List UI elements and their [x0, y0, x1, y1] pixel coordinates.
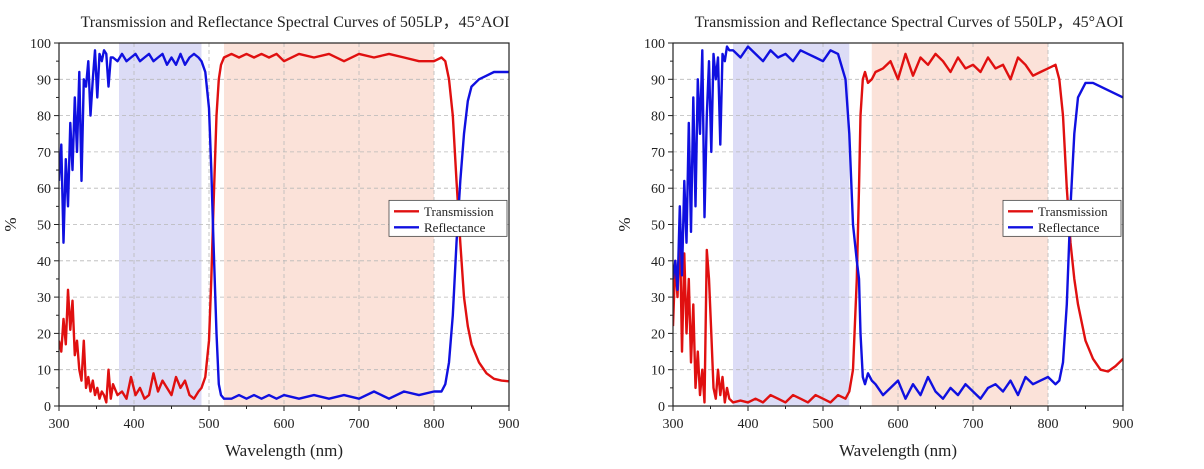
x-tick-label: 600 — [274, 417, 295, 432]
y-tick-label: 70 — [651, 146, 665, 161]
x-tick-label: 600 — [888, 417, 909, 432]
y-tick-label: 20 — [651, 327, 665, 342]
series-line-transmission — [673, 52, 1123, 404]
y-tick-label: 20 — [37, 327, 51, 342]
y-axis-label: % — [1, 217, 20, 231]
chart-plot: 300 400 500 600 700 800 900 0 10 20 30 40 50 60 70 80 90… — [615, 37, 1134, 460]
y-tick-label: 0 — [658, 400, 665, 415]
y-tick-label: 30 — [651, 291, 665, 306]
y-tick-label: 50 — [651, 219, 665, 234]
legend-label-reflectance: Reflectance — [424, 220, 486, 235]
y-tick-label: 60 — [37, 182, 51, 197]
chart-title: Transmission and Reflectance Spectral Cu… — [80, 14, 510, 31]
series-line-reflectance — [673, 45, 1123, 400]
x-tick-label: 900 — [1113, 417, 1134, 432]
y-tick-label: 50 — [37, 219, 51, 234]
y-tick-label: 100 — [644, 37, 665, 52]
legend-label-transmission: Transmission — [424, 204, 494, 219]
y-tick-label: 10 — [651, 364, 665, 379]
x-tick-label: 400 — [124, 417, 145, 432]
legend-label-reflectance: Reflectance — [1038, 220, 1100, 235]
y-tick-label: 30 — [37, 291, 51, 306]
y-tick-label: 80 — [37, 110, 51, 125]
y-tick-label: 40 — [37, 255, 51, 270]
series-line-transmission — [59, 52, 509, 404]
x-tick-label: 400 — [738, 417, 759, 432]
y-tick-label: 90 — [37, 73, 51, 88]
y-tick-label: 10 — [37, 364, 51, 379]
y-tick-label: 90 — [651, 73, 665, 88]
x-axis-label: Wavelength (nm) — [225, 441, 343, 460]
legend-box — [1002, 199, 1122, 237]
x-tick-label: 300 — [49, 417, 70, 432]
x-axis-label: Wavelength (nm) — [839, 441, 957, 460]
x-tick-label: 700 — [349, 417, 370, 432]
y-tick-label: 80 — [651, 110, 665, 125]
x-tick-label: 900 — [499, 417, 520, 432]
chart-panel-550lp: Transmission and Reflectance Spectral Cu… — [614, 0, 1204, 469]
y-tick-label: 0 — [44, 400, 51, 415]
y-tick-label: 100 — [30, 37, 51, 52]
x-tick-label: 500 — [813, 417, 834, 432]
x-tick-label: 300 — [663, 417, 684, 432]
y-axis-label: % — [615, 217, 634, 231]
x-tick-label: 800 — [1038, 417, 1059, 432]
x-tick-label: 800 — [424, 417, 445, 432]
chart-title: Transmission and Reflectance Spectral Cu… — [694, 14, 1124, 31]
x-tick-label: 500 — [199, 417, 220, 432]
chart-panel-505lp: Transmission and Reflectance Spectral Cu… — [0, 0, 590, 469]
x-tick-label: 700 — [963, 417, 984, 432]
y-tick-label: 40 — [651, 255, 665, 270]
y-tick-label: 60 — [651, 182, 665, 197]
legend-label-transmission: Transmission — [1038, 204, 1108, 219]
chart-plot: 300 400 500 600 700 800 900 0 10 20 30 40 50 60 70 80 90… — [1, 37, 520, 460]
y-tick-label: 70 — [37, 146, 51, 161]
series-line-reflectance — [59, 49, 509, 400]
legend-box — [388, 199, 508, 237]
